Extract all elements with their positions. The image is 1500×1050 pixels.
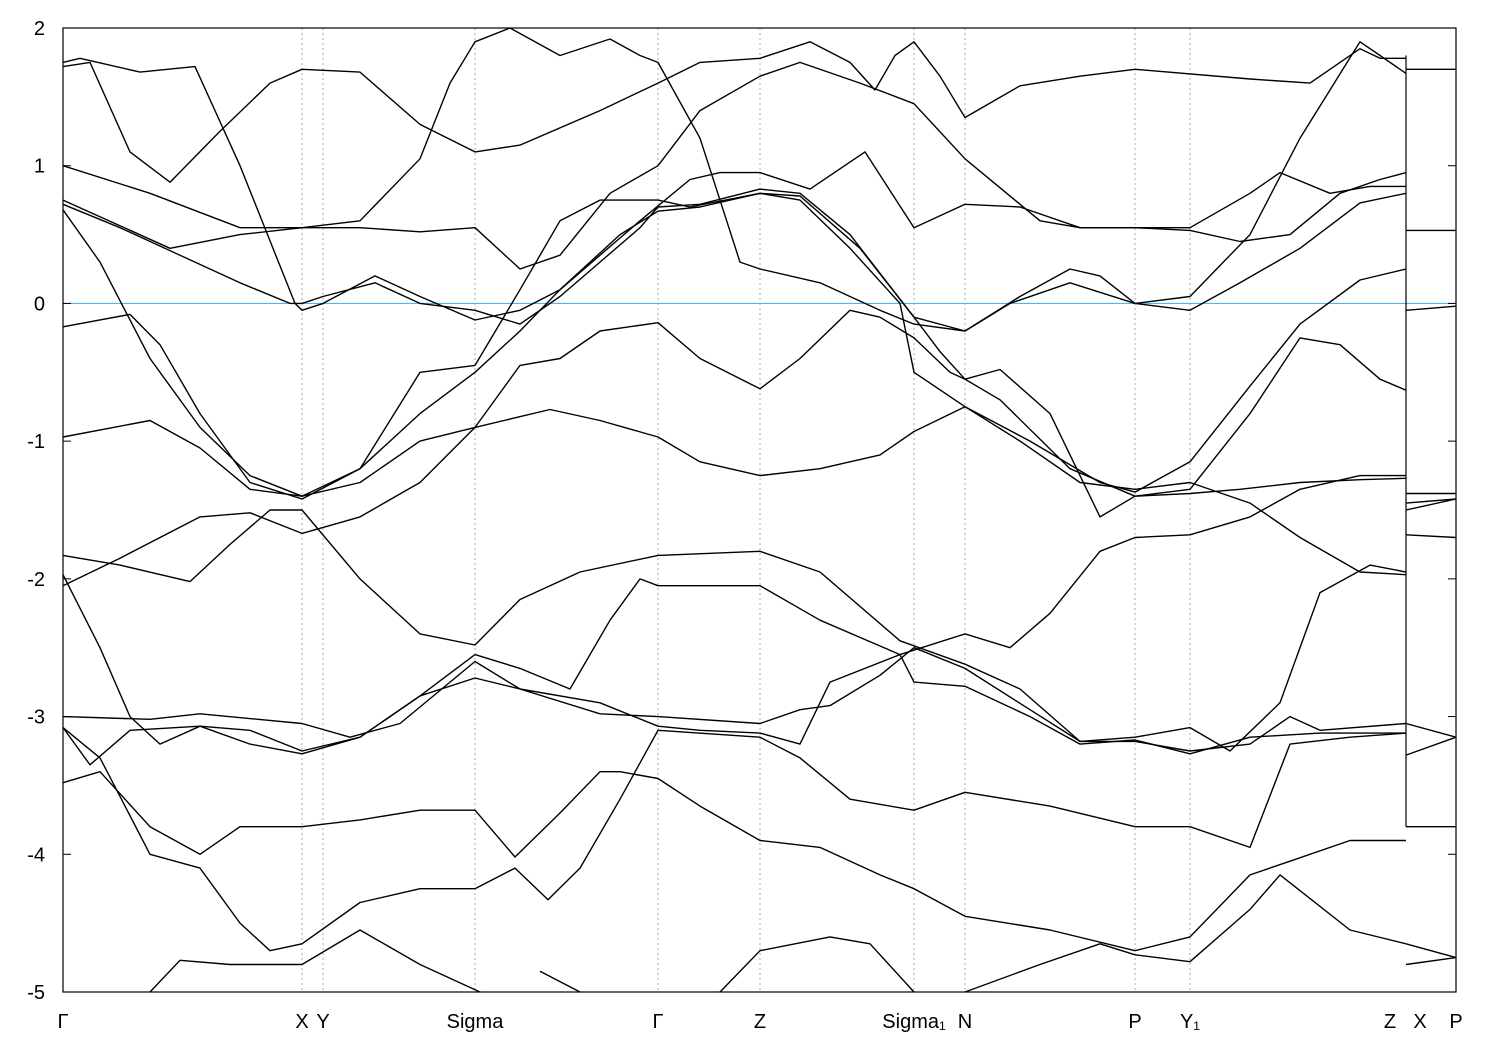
band-line-9 [62,509,1407,752]
band-line-24 [1405,498,1457,504]
band-line-25 [1405,498,1457,511]
y-tick-label: 0 [34,293,45,315]
band-line-8 [62,406,1407,576]
x-tick-label: X [1413,1011,1426,1033]
band-line-27 [1405,736,1457,756]
x-tick-label: P [1449,1011,1462,1033]
x-tick-label: Z [1384,1011,1396,1033]
x-tick-label: Sigma [447,1011,505,1033]
x-tick-label: Γ [57,1011,68,1033]
bands [62,27,1457,993]
band-line-17 [539,970,581,993]
x-axis: Γ X Y Sigma Γ Z Sigma₁ N P Y₁ Z X P [57,1011,1462,1033]
band-line-7 [62,192,1407,518]
band-line-3 [62,61,1406,270]
band-line-30 [1405,943,1457,959]
band-line-2 [62,41,1406,183]
band-line-14 [62,771,1406,952]
band-line-26 [1405,534,1457,539]
x-tick-label: Z [754,1011,766,1033]
y-tick-label: -2 [27,569,45,591]
y-tick-label: -1 [27,431,45,453]
band-line-22 [1405,305,1457,311]
band-line-19 [964,874,1407,993]
band-line-15 [62,727,1407,952]
y-tick-label: -5 [27,982,45,1004]
x-tick-label: Y [316,1011,329,1033]
band-line-16 [149,929,481,993]
band-line-12 [62,564,1407,752]
plot-frame [62,27,1457,993]
y-tick-label: 2 [34,18,45,40]
x-tick-label: Y₁ [1180,1011,1200,1033]
symmetry-lines [301,28,1191,992]
band-line-13 [62,653,1406,766]
x-tick-label: Sigma₁ [882,1011,946,1033]
band-line-4 [62,27,1407,332]
y-axis: 2 1 0 -1 -2 -3 -4 -5 [27,18,1456,1004]
band-line-18 [719,936,915,993]
y-tick-label: 1 [34,156,45,178]
y-tick-label: -4 [27,844,45,866]
band-line-6 [62,192,1407,497]
band-line-10 [62,309,1407,587]
band-line-28 [1405,722,1457,738]
band-line-5 [62,188,1407,332]
band-line-31 [1405,956,1457,966]
x-tick-label: P [1128,1011,1141,1033]
band-line-11 [62,474,1406,752]
x-tick-label: N [958,1011,972,1033]
x-tick-label: Γ [652,1011,663,1033]
y-tick-label: -3 [27,707,45,729]
x-tick-label: X [295,1011,308,1033]
